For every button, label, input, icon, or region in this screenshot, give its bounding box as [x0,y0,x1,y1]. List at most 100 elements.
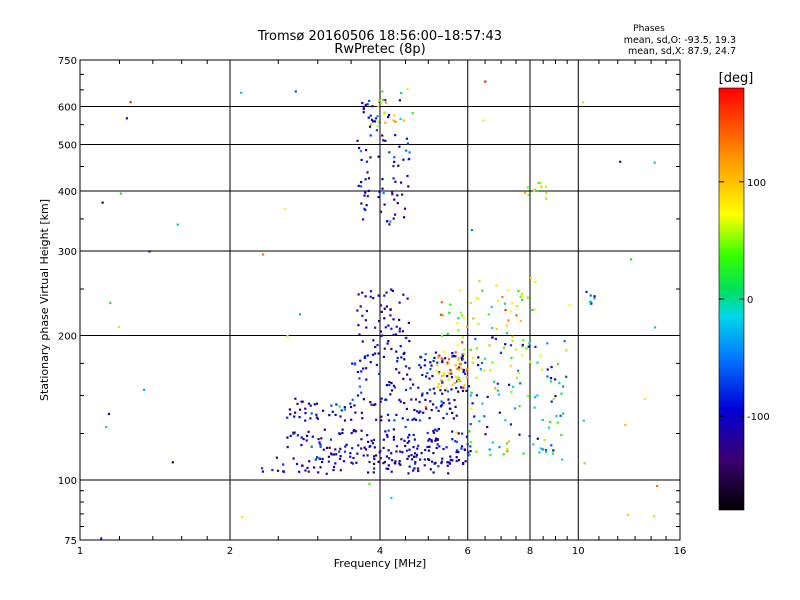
data-point [455,459,458,463]
data-point [367,116,370,119]
data-point [479,368,482,371]
data-point [457,376,460,379]
data-point [293,431,296,434]
data-point [315,402,319,405]
data-point [511,339,514,342]
data-point [366,454,369,457]
data-point [311,435,314,438]
data-point [477,322,480,325]
data-point [392,333,395,336]
data-point [412,383,415,386]
data-point [366,171,369,174]
y-tick-label: 750 [58,56,77,67]
data-point [382,446,385,449]
data-point [471,356,475,359]
data-point [379,457,382,460]
data-point [380,310,383,313]
data-point [539,354,542,357]
data-point [502,346,506,349]
data-point [484,357,487,360]
data-point [405,149,408,152]
data-point [428,417,431,420]
data-point [489,369,492,372]
data-point [425,407,428,410]
data-point [363,194,366,197]
data-point [434,461,437,464]
data-point [393,386,396,389]
data-point [407,455,410,458]
data-point [521,345,524,348]
data-point [491,336,494,339]
data-point [391,193,394,196]
data-point [475,376,478,379]
data-point [546,368,549,371]
data-point [446,464,449,467]
data-point [399,117,402,121]
data-point [296,402,299,405]
data-point [446,390,450,393]
data-point [385,467,388,470]
data-point [361,291,364,294]
data-point [495,328,498,331]
data-point [455,375,458,378]
data-point [414,418,418,421]
data-point [360,370,363,373]
data-point [504,419,507,422]
data-point [536,361,539,364]
data-point [418,400,421,403]
data-point [550,444,553,447]
data-point [369,114,372,117]
data-point [333,453,336,456]
data-point [484,80,487,83]
data-point [470,228,473,232]
data-point [379,304,382,307]
data-point [509,423,512,426]
colorbar-tick-label: -100 [747,412,770,423]
data-point [418,419,422,422]
data-point [440,334,444,337]
data-point [384,326,387,329]
data-point [450,376,453,379]
data-point [432,403,435,406]
data-point [382,192,385,195]
data-point [316,417,319,420]
data-point [369,123,373,126]
data-point [460,447,463,450]
data-point [630,258,633,261]
data-point [351,447,354,450]
data-point [423,458,426,461]
data-point [560,433,563,437]
data-point [411,458,414,461]
data-point [421,392,424,395]
data-point [315,413,318,416]
data-point [343,419,347,422]
data-point [402,377,405,380]
data-point [398,327,401,330]
data-point [490,305,493,308]
data-point [376,105,380,108]
data-point [462,462,465,465]
data-point [387,340,390,343]
data-point [457,459,460,462]
stats-x-mode: mean, sd,X: 87.9, 24.7 [628,46,736,57]
data-point [428,438,431,441]
data-point [507,289,510,292]
data-point [391,459,394,462]
data-point [392,435,395,439]
data-point [502,453,505,456]
data-point [374,345,377,349]
data-point [364,448,368,451]
data-point [394,120,397,123]
data-point [349,452,352,455]
data-point [387,116,390,119]
data-point [469,394,472,397]
data-point [300,444,303,447]
data-point [105,425,108,429]
data-point [321,460,324,464]
data-point [304,419,307,422]
data-point [478,420,481,423]
data-point [327,460,330,463]
data-point [425,375,428,378]
data-point [402,119,405,122]
data-point [369,401,372,404]
